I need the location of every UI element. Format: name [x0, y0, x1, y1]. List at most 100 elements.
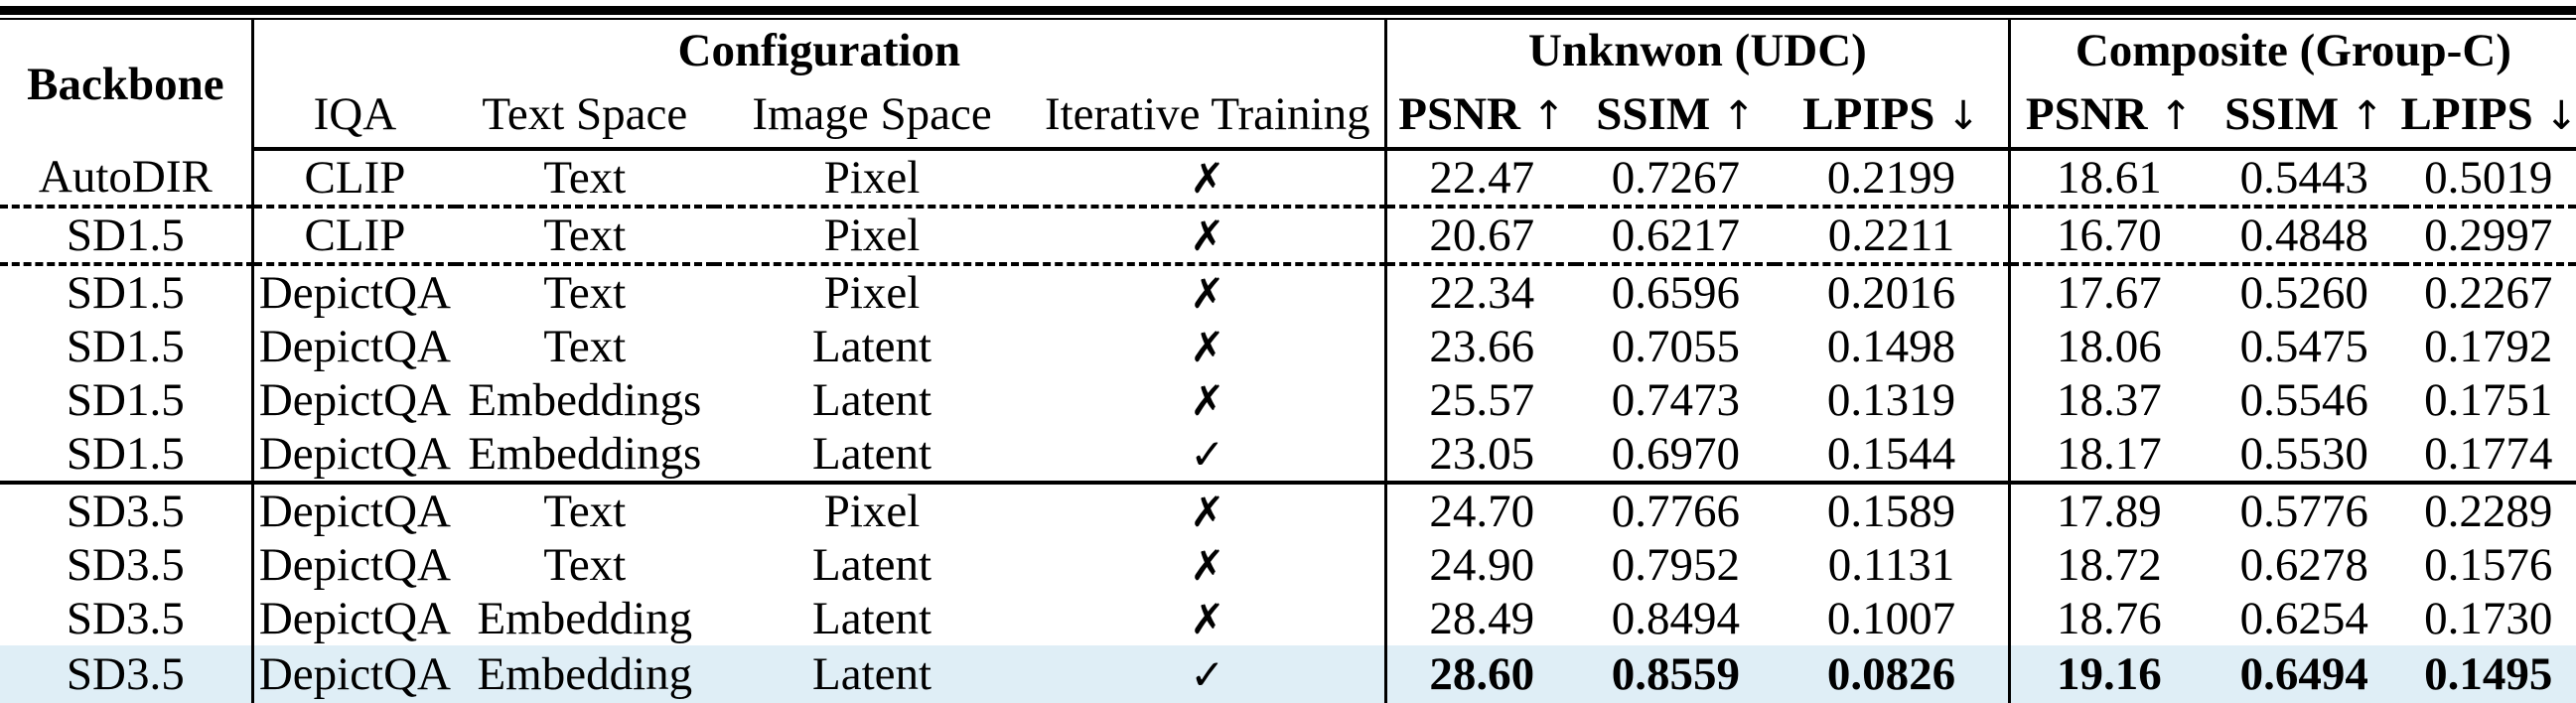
td-comp-ssim: 0.6254 — [2239, 593, 2368, 644]
td-text-space: Text — [543, 486, 627, 537]
td-udc-ssim: 0.7267 — [1576, 149, 1776, 209]
cross-mark-icon: ✗ — [1190, 594, 1225, 643]
td-udc-ssim: 0.6970 — [1576, 427, 1776, 485]
cross-mark-icon: ✗ — [1190, 268, 1225, 318]
td-comp-ssim: 0.6278 — [2239, 539, 2368, 591]
td-iqa: DepictQA — [250, 645, 457, 703]
td-comp-lpips: 0.2289 — [2424, 486, 2553, 537]
header-comp-lpips: LPIPS ↓ — [2400, 81, 2576, 151]
td-udc-lpips: 0.1589 — [1826, 486, 1956, 537]
check-mark-icon: ✓ — [1030, 645, 1386, 703]
td-image-space: Latent — [812, 321, 932, 372]
check-mark-icon: ✓ — [1030, 427, 1386, 485]
td-text-space: Text — [456, 149, 714, 209]
td-comp-ssim: 0.5530 — [2208, 427, 2401, 485]
td-backbone: SD3.5 — [0, 645, 253, 703]
td-backbone: SD3.5 — [66, 539, 185, 591]
td-image-space: Latent — [812, 374, 932, 426]
td-image-space: Pixel — [823, 267, 921, 319]
td-udc-ssim: 0.7055 — [1611, 321, 1740, 372]
header-udc-lpips: LPIPS ↓ — [1775, 81, 2010, 151]
td-comp-lpips: 0.1774 — [2400, 427, 2576, 485]
header-iqa: IQA — [250, 81, 457, 151]
header-image-space: Image Space — [713, 81, 1031, 151]
td-iqa: DepictQA — [250, 538, 457, 592]
header-comp-ssim: SSIM ↑ — [2208, 81, 2401, 151]
metric-label: PSNR — [2025, 88, 2148, 140]
sub-header-row: IQA Text Space Image Space Iterative Tra… — [0, 81, 2576, 151]
td-comp-psnr: 17.67 — [2007, 264, 2208, 320]
table-row: SD3.5 DepictQA Embedding Latent ✗ 28.49 … — [0, 592, 2576, 645]
td-udc-psnr: 28.49 — [1384, 592, 1577, 645]
td-comp-lpips: 0.1495 — [2400, 645, 2576, 703]
td-iqa: DepictQA — [250, 373, 457, 427]
td-comp-ssim: 0.5546 — [2239, 374, 2368, 426]
td-iqa: CLIP — [250, 207, 457, 266]
metric-label: SSIM — [2224, 88, 2340, 140]
td-comp-psnr: 18.76 — [2007, 592, 2208, 645]
td-backbone: SD1.5 — [66, 374, 185, 426]
up-arrow-icon: ↑ — [2350, 93, 2384, 139]
td-udc-lpips: 0.2016 — [1826, 267, 1956, 319]
td-image-space: Latent — [713, 427, 1031, 485]
td-comp-psnr: 19.16 — [2007, 645, 2208, 703]
header-text-space: Text Space — [456, 81, 714, 151]
td-image-space: Pixel — [823, 486, 921, 537]
td-udc-ssim: 0.8494 — [1611, 593, 1740, 644]
header-udc-ssim: SSIM ↑ — [1576, 81, 1776, 151]
td-udc-lpips: 0.1319 — [1826, 374, 1956, 426]
td-udc-ssim: 0.7766 — [1611, 486, 1740, 537]
td-comp-lpips: 0.1792 — [2424, 321, 2553, 372]
cross-mark-icon: ✗ — [1030, 149, 1386, 209]
td-text-space: Text — [543, 539, 627, 591]
td-iqa: DepictQA — [250, 320, 457, 373]
td-backbone: SD3.5 — [66, 486, 185, 537]
td-udc-psnr: 24.90 — [1384, 538, 1577, 592]
td-comp-ssim: 0.4848 — [2208, 207, 2401, 266]
td-udc-psnr: 22.47 — [1384, 149, 1577, 209]
top-rule-thick — [0, 6, 2576, 15]
table-row: SD3.5 DepictQA Text Latent ✗ 24.90 0.795… — [0, 538, 2576, 592]
td-text-space: Text — [543, 321, 627, 372]
td-udc-lpips: 0.1498 — [1826, 321, 1956, 372]
td-text-space: Text — [456, 207, 714, 266]
td-image-space: Pixel — [713, 149, 1031, 209]
cross-mark-icon: ✗ — [1190, 540, 1225, 590]
td-comp-lpips: 0.1576 — [2424, 539, 2553, 591]
td-backbone: SD1.5 — [66, 321, 185, 372]
td-udc-lpips: 0.2199 — [1775, 149, 2010, 209]
down-arrow-icon: ↓ — [1946, 93, 1980, 139]
td-comp-psnr: 18.17 — [2007, 427, 2208, 485]
table-row: SD1.5 DepictQA Embeddings Latent ✓ 23.05… — [0, 427, 2576, 485]
table-row: SD1.5 DepictQA Embeddings Latent ✗ 25.57… — [0, 373, 2576, 427]
td-iqa: DepictQA — [250, 483, 457, 538]
up-arrow-icon: ↑ — [1531, 93, 1566, 139]
td-text-space: Embeddings — [468, 374, 702, 426]
td-udc-psnr: 24.70 — [1384, 483, 1577, 538]
down-arrow-icon: ↓ — [2544, 93, 2576, 139]
metric-label: SSIM — [1596, 88, 1711, 140]
td-backbone: SD1.5 — [0, 427, 253, 485]
cross-mark-icon: ✗ — [1190, 322, 1225, 371]
td-comp-psnr: 18.06 — [2007, 320, 2208, 373]
table-header: Backbone Configuration Unknwon (UDC) Com… — [0, 20, 2576, 151]
metric-label: LPIPS — [2400, 88, 2533, 140]
table-row: SD3.5 DepictQA Embedding Latent ✓ 28.60 … — [0, 645, 2576, 703]
cross-mark-icon: ✗ — [1030, 207, 1386, 266]
td-backbone: SD3.5 — [66, 593, 185, 644]
header-iterative-training: Iterative Training — [1030, 81, 1386, 151]
td-udc-ssim: 0.7473 — [1611, 374, 1740, 426]
td-text-space: Embedding — [456, 645, 714, 703]
td-udc-lpips: 0.2211 — [1775, 207, 2010, 266]
td-comp-ssim: 0.6494 — [2208, 645, 2401, 703]
td-udc-psnr: 28.60 — [1384, 645, 1577, 703]
table-row: SD1.5 CLIP Text Pixel ✗ 20.67 0.6217 0.2… — [0, 207, 2576, 266]
td-udc-psnr: 23.66 — [1384, 320, 1577, 373]
metric-label: LPIPS — [1802, 88, 1935, 140]
results-table: Backbone Configuration Unknwon (UDC) Com… — [0, 20, 2576, 703]
td-udc-ssim: 0.7952 — [1611, 539, 1740, 591]
td-comp-ssim: 0.5475 — [2239, 321, 2368, 372]
td-text-space: Embeddings — [456, 427, 714, 485]
up-arrow-icon: ↑ — [1721, 93, 1756, 139]
